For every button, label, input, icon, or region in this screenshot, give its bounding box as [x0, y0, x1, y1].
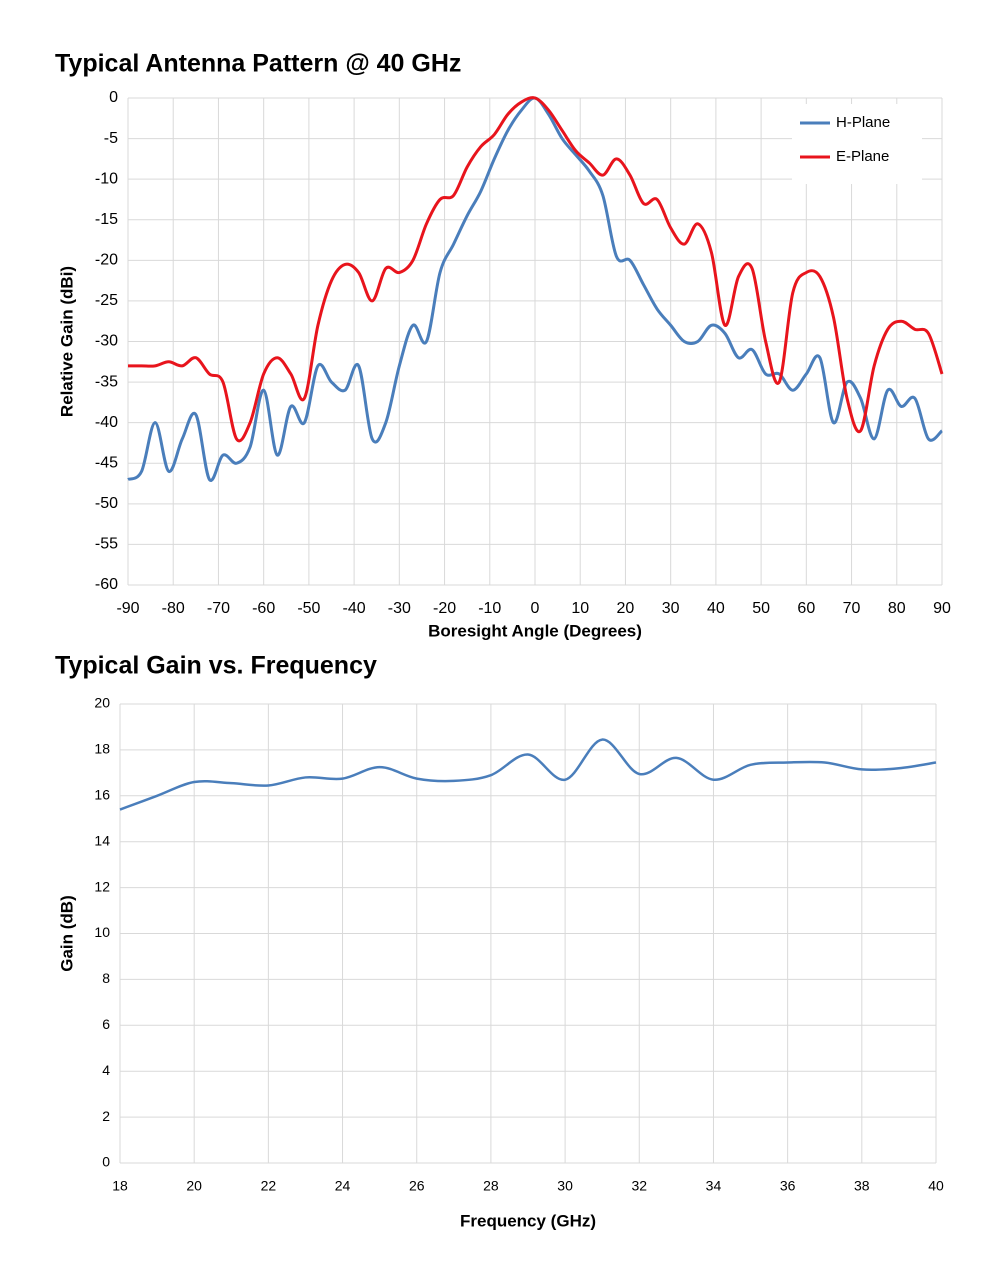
data-line — [127, 96, 944, 443]
y-tick-label: 0 — [109, 89, 118, 106]
x-tick-label: -20 — [433, 600, 456, 617]
x-tick-label: -90 — [116, 600, 139, 617]
y-tick-label: 2 — [102, 1108, 110, 1124]
x-tick-label: 80 — [888, 600, 906, 617]
x-tick-label: 28 — [483, 1178, 499, 1194]
y-tick-label: 0 — [102, 1154, 110, 1170]
x-tick-label: 30 — [662, 600, 680, 617]
x-axis-label: Boresight Angle (Degrees) — [428, 621, 642, 640]
y-tick-label: 14 — [94, 832, 110, 848]
legend-label: E-Plane — [836, 148, 889, 165]
x-tick-label: -50 — [297, 600, 320, 617]
y-axis-label: Relative Gain (dBi) — [57, 266, 76, 417]
x-tick-label: 22 — [261, 1178, 277, 1194]
y-tick-label: -25 — [95, 292, 118, 309]
y-tick-label: 16 — [94, 787, 110, 803]
x-tick-label: 34 — [706, 1178, 722, 1194]
x-tick-label: -70 — [207, 600, 230, 617]
x-tick-label: 18 — [112, 1178, 128, 1194]
y-tick-label: -60 — [95, 576, 118, 593]
x-tick-label: 0 — [531, 600, 540, 617]
x-tick-label: 26 — [409, 1178, 425, 1194]
y-tick-label: -5 — [104, 130, 118, 147]
x-tick-label: 36 — [780, 1178, 796, 1194]
x-tick-label: -30 — [388, 600, 411, 617]
y-tick-label: -20 — [95, 252, 118, 269]
x-axis-label: Frequency (GHz) — [460, 1211, 596, 1230]
x-tick-label: 60 — [797, 600, 815, 617]
y-tick-label: 20 — [94, 695, 110, 711]
x-tick-label: -60 — [252, 600, 275, 617]
x-tick-label: 20 — [617, 600, 635, 617]
x-tick-label: 32 — [631, 1178, 647, 1194]
x-tick-label: 30 — [557, 1178, 573, 1194]
y-tick-label: -30 — [95, 333, 118, 350]
y-tick-label: 18 — [94, 741, 110, 757]
x-tick-label: 24 — [335, 1178, 351, 1194]
x-tick-label: 38 — [854, 1178, 870, 1194]
chart-title: Typical Antenna Pattern @ 40 GHz — [55, 50, 461, 78]
y-tick-label: -10 — [95, 170, 118, 187]
y-tick-label: 12 — [94, 878, 110, 894]
x-tick-label: 10 — [571, 600, 589, 617]
y-tick-label: 8 — [102, 970, 110, 986]
x-tick-label: -40 — [343, 600, 366, 617]
legend-box — [792, 104, 922, 184]
y-tick-label: 10 — [94, 924, 110, 940]
x-tick-label: -80 — [162, 600, 185, 617]
x-tick-label: 40 — [707, 600, 725, 617]
chart-title: Typical Gain vs. Frequency — [55, 652, 377, 680]
x-tick-label: -10 — [478, 600, 501, 617]
x-tick-label: 40 — [928, 1178, 944, 1194]
x-tick-label: 90 — [933, 600, 951, 617]
x-tick-label: 20 — [186, 1178, 202, 1194]
legend-label: H-Plane — [836, 114, 890, 131]
y-tick-label: -40 — [95, 414, 118, 431]
y-tick-label: -35 — [95, 373, 118, 390]
y-axis-label: Gain (dB) — [57, 895, 76, 972]
x-tick-label: 70 — [843, 600, 861, 617]
y-tick-label: -50 — [95, 495, 118, 512]
y-tick-label: -45 — [95, 454, 118, 471]
y-tick-label: -55 — [95, 536, 118, 553]
y-tick-label: 6 — [102, 1016, 110, 1032]
y-tick-label: -15 — [95, 211, 118, 228]
data-line — [119, 738, 937, 811]
y-tick-label: 4 — [102, 1062, 110, 1078]
x-tick-label: 50 — [752, 600, 770, 617]
